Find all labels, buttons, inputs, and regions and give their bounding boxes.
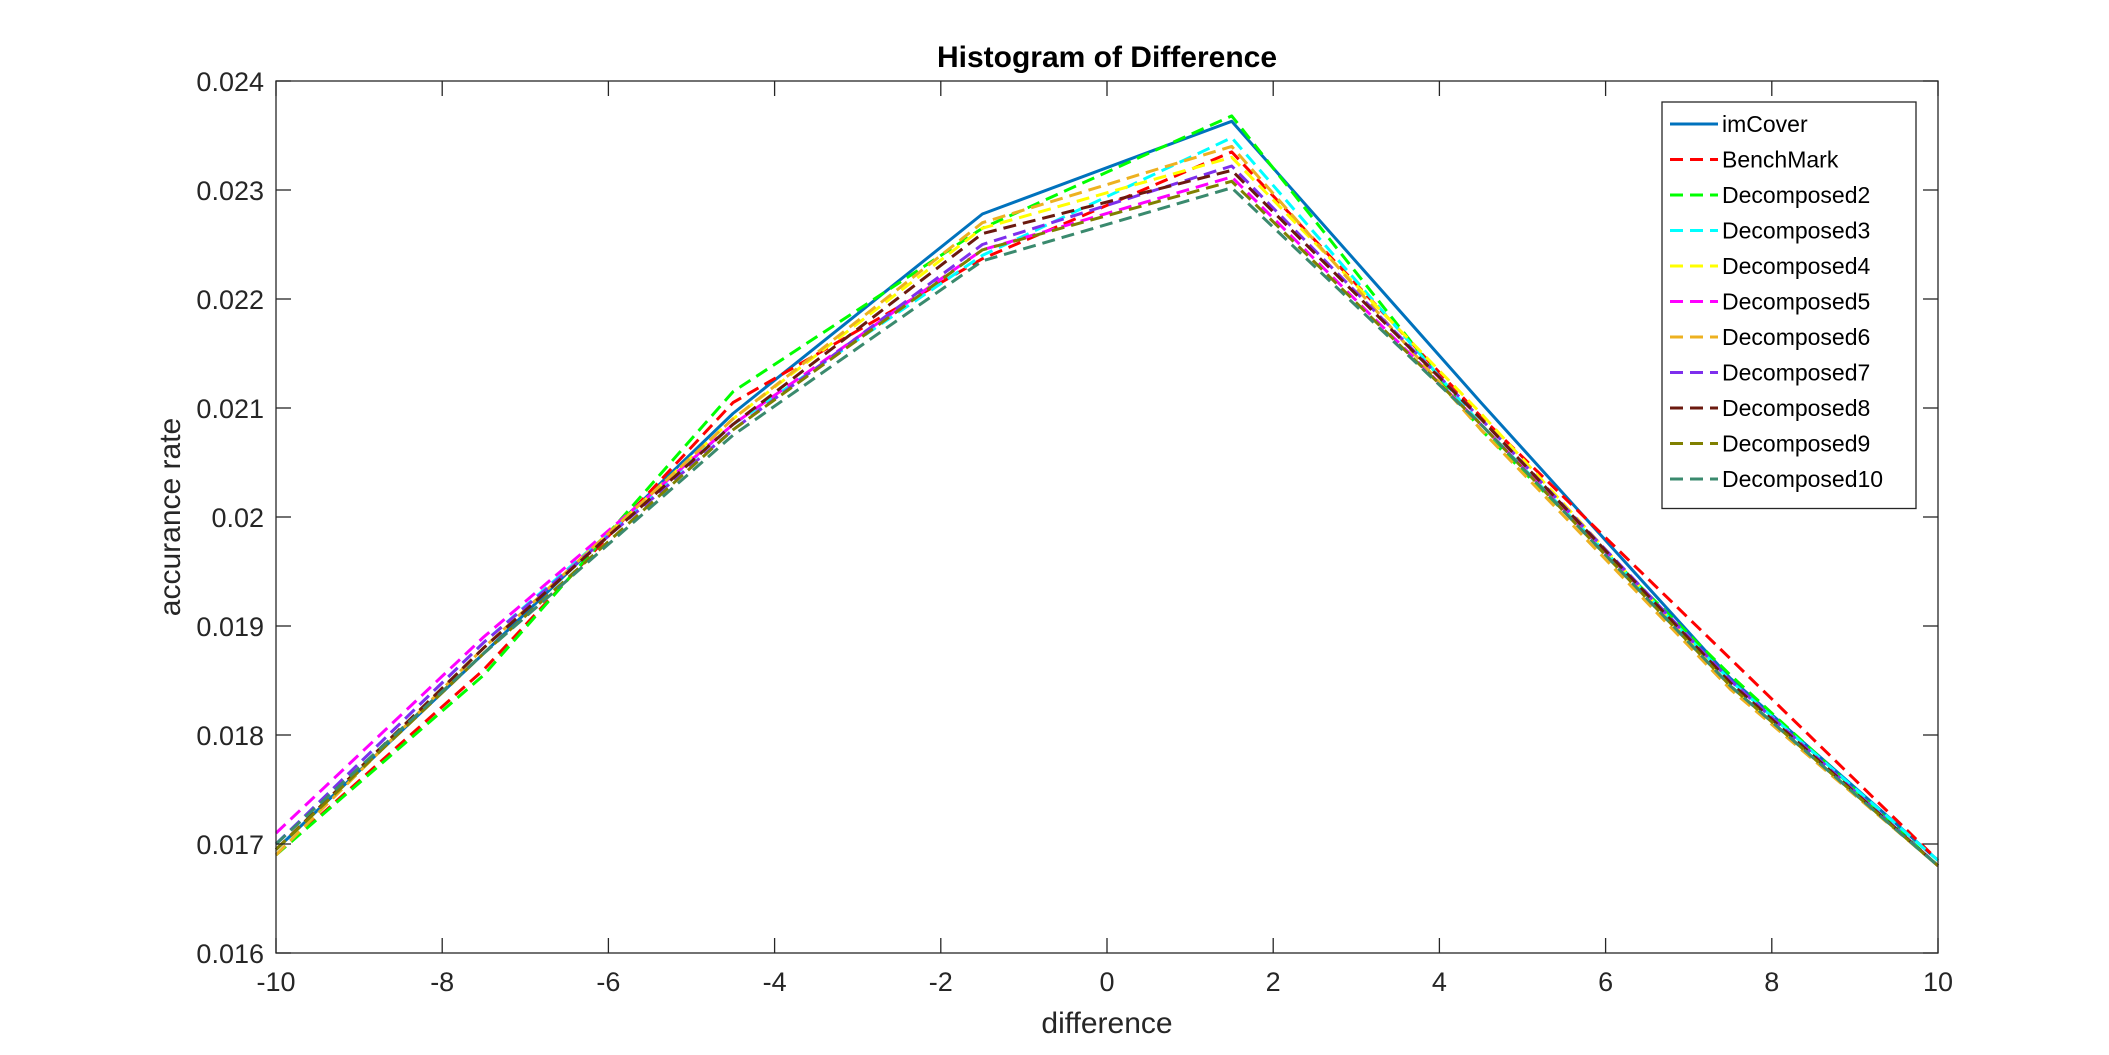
- x-tick-label: 6: [1598, 967, 1613, 997]
- plot-area: [276, 81, 1938, 953]
- series-line-2: [275, 150, 1940, 862]
- legend-label: Decomposed4: [1722, 253, 1871, 279]
- x-tick-label: 2: [1266, 967, 1281, 997]
- chart-title: Histogram of Difference: [937, 41, 1277, 74]
- legend-label: Decomposed3: [1722, 218, 1870, 244]
- y-tick-label: 0.016: [196, 939, 264, 969]
- legend-label: Decomposed8: [1722, 395, 1870, 421]
- series-line-11: [274, 186, 1939, 867]
- y-tick-label: 0.017: [196, 830, 264, 860]
- y-tick-label: 0.023: [196, 176, 264, 206]
- x-tick-label: 4: [1432, 967, 1447, 997]
- y-tick-label: 0.021: [196, 394, 264, 424]
- x-tick-label: -8: [430, 967, 454, 997]
- legend: imCover BenchMark Decomposed2 Decomposed3 De…: [1661, 101, 1917, 510]
- series-line-3: [275, 114, 1940, 867]
- y-tick-labels: 0.016 0.017 0.018 0.019 0.02 0.021 0.022 0.023 0…: [196, 67, 264, 969]
- x-tick-label: -10: [256, 967, 295, 997]
- x-tick-label: 0: [1099, 967, 1114, 997]
- y-tick-label: 0.022: [196, 285, 264, 315]
- x-tick-label: 8: [1764, 967, 1779, 997]
- legend-label: BenchMark: [1722, 147, 1839, 173]
- axes-box: [275, 80, 1939, 954]
- x-tick-labels: -10 -8 -6 -4 -2 0 2 4 6 8 10: [256, 967, 1953, 997]
- legend-label: Decomposed5: [1722, 289, 1870, 315]
- x-axis-label: difference: [1041, 1007, 1172, 1040]
- x-tick-label: -4: [763, 967, 787, 997]
- legend-label: imCover: [1722, 111, 1808, 137]
- series-line-10: [274, 179, 1939, 867]
- legend-label: Decomposed7: [1722, 360, 1870, 386]
- legend-label: Decomposed6: [1722, 324, 1870, 350]
- x-tick-label: -2: [929, 967, 953, 997]
- series-line-1: [274, 119, 1939, 862]
- legend-box: [1661, 101, 1917, 510]
- y-tick-label: 0.024: [196, 67, 264, 97]
- series-line-9: [274, 168, 1939, 867]
- x-tick-label: 10: [1923, 967, 1953, 997]
- y-tick-label: 0.019: [196, 612, 264, 642]
- legend-label: Decomposed9: [1722, 431, 1870, 457]
- legend-label: Decomposed2: [1722, 182, 1870, 208]
- y-tick-label: 0.02: [211, 503, 264, 533]
- series-lines: [274, 114, 1940, 867]
- y-axis-label: accurance rate: [154, 418, 187, 616]
- legend-label: Decomposed10: [1722, 466, 1883, 492]
- y-tick-label: 0.018: [196, 721, 264, 751]
- x-tick-label: -6: [596, 967, 620, 997]
